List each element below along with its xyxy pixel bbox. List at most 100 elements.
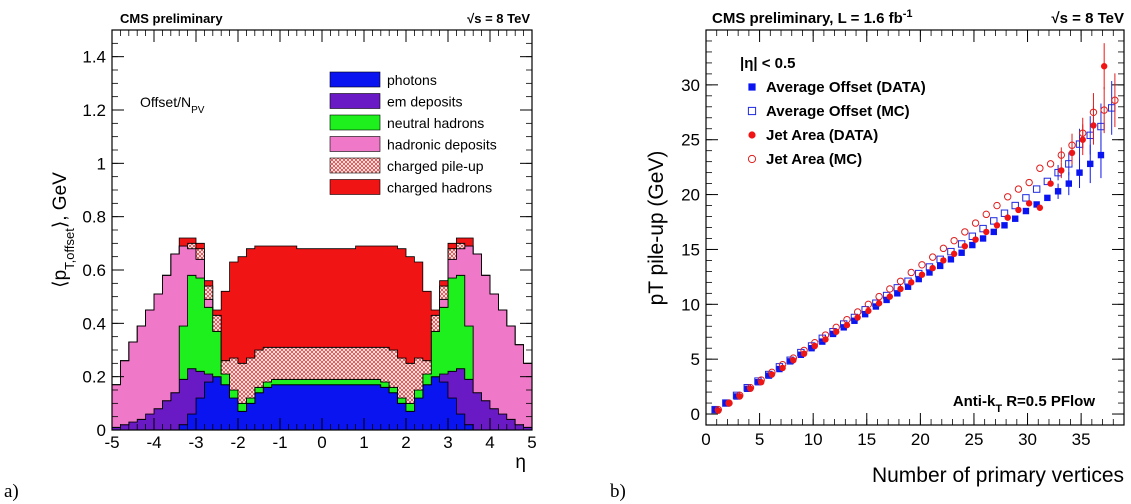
legend-swatch: [329, 71, 381, 88]
algo-label: Anti-kT R=0.5 PFlow: [953, 393, 1096, 415]
data-point: [1025, 200, 1033, 207]
legend-marker: [748, 131, 756, 139]
y-tick-label-b: 25: [681, 131, 700, 150]
x-tick-label-a: 4: [485, 433, 494, 452]
panel-tag-a: a): [4, 481, 19, 502]
data-point: [947, 256, 955, 263]
data-point: [972, 236, 979, 243]
legend-marker: [747, 154, 757, 164]
scatter-points: [711, 43, 1119, 414]
eta-cut-label: |η| < 0.5: [740, 55, 796, 72]
data-point: [832, 323, 840, 332]
x-tick-label-b: 35: [1072, 430, 1091, 449]
panel-b: 0 5 10 15 20 25 30 35 0 5 10 15 20 25 30 CMS prelimina…: [610, 8, 1125, 502]
panel-tag-b: b): [610, 481, 626, 502]
y-tick-label-a: 0: [97, 421, 106, 440]
data-point: [993, 201, 1001, 210]
data-point: [757, 376, 765, 384]
y-tick-label-a: 0.8: [82, 208, 106, 227]
data-point: [918, 261, 926, 269]
data-point: [808, 344, 815, 352]
data-point: [1022, 194, 1030, 202]
data-point: [1001, 222, 1008, 229]
data-point: [853, 308, 862, 316]
panel-a: -5 -4 -3 -2 -1 0 1 2 3 4 5 0 0.2 0.4 0.6 0.8 1 1.2 1.4 CMS…: [4, 11, 537, 502]
legend-label: Average Offset (DATA): [766, 79, 926, 96]
data-point: [979, 224, 987, 233]
data-point: [1015, 206, 1022, 214]
legend-swatch: [329, 114, 381, 131]
data-point: [940, 257, 947, 264]
x-tick-label-a: -2: [230, 433, 245, 452]
data-point: [1076, 169, 1083, 176]
legend-swatch: [329, 136, 381, 152]
legend-label: charged pile-up: [387, 158, 484, 174]
data-point: [1087, 160, 1094, 168]
data-point: [1047, 180, 1054, 187]
y-axis-label-a: ⟨pT,offset⟩, GeV: [50, 172, 77, 288]
axis-ticks-b: 0 5 10 15 20 25 30 35 0 5 10 15 20 25 30: [681, 29, 1125, 449]
data-point: [789, 354, 798, 362]
data-point: [894, 290, 901, 297]
legend-a: charged hadrons charged pile-up hadronic d…: [329, 71, 497, 196]
data-point: [864, 300, 873, 309]
area-charged-hadrons: [112, 237, 532, 386]
data-point: [746, 383, 755, 392]
legend-label: charged hadrons: [387, 180, 492, 196]
data-point: [958, 249, 965, 256]
header-right-b: √s = 8 TeV: [1051, 10, 1124, 27]
data-point: [1004, 214, 1011, 221]
data-point: [1065, 180, 1073, 187]
header-right-a: √s = 8 TeV: [467, 11, 530, 26]
x-tick-label-b: 20: [911, 430, 930, 449]
data-point: [886, 293, 894, 300]
data-point: [1044, 194, 1051, 202]
data-point: [936, 262, 944, 270]
legend-marker: [748, 83, 756, 91]
data-point: [926, 269, 933, 276]
x-tick-label-a: 2: [401, 433, 410, 452]
legend-label: em deposits: [387, 94, 462, 110]
legend-label: hadronic deposits: [387, 137, 497, 153]
legend-swatch: [329, 93, 381, 109]
data-point: [1057, 151, 1066, 159]
data-point: [843, 315, 851, 324]
legend-swatch: [329, 157, 381, 174]
data-point: [908, 279, 915, 286]
y-tick-label-a: 0.4: [82, 314, 106, 333]
data-point: [714, 405, 723, 414]
x-tick-label-a: -5: [104, 433, 119, 452]
data-point: [1100, 106, 1108, 114]
data-point: [883, 296, 890, 304]
data-point: [929, 264, 936, 272]
data-point: [1068, 141, 1076, 149]
y-tick-label-a: 1.2: [82, 101, 106, 120]
legend-b: Average Offset (DATA) Average Offset (MC)…: [747, 79, 926, 168]
data-point: [821, 331, 830, 339]
x-tick-label-b: 15: [857, 430, 876, 449]
data-point: [786, 358, 794, 365]
data-point: [1036, 164, 1044, 172]
data-point: [979, 235, 987, 242]
y-axis-label-b: pT pile-up (GeV): [645, 151, 668, 306]
y-tick-label-b: 10: [681, 295, 700, 314]
legend-swatch: [329, 179, 381, 195]
x-tick-label-b: 30: [1018, 430, 1037, 449]
data-point: [736, 391, 744, 400]
legend-label: Jet Area (MC): [766, 151, 862, 168]
y-tick-label-a: 1.4: [82, 48, 106, 67]
x-axis-label-b: Number of primary vertices: [872, 464, 1124, 487]
y-tick-label-b: 15: [681, 240, 700, 259]
data-point: [993, 222, 1001, 229]
data-point: [1000, 209, 1009, 217]
y-tick-label-a: 0.2: [82, 368, 106, 387]
x-tick-label-b: 10: [804, 430, 823, 449]
data-point: [768, 371, 776, 378]
data-point: [1058, 167, 1065, 174]
offset-annotation: Offset/NPV: [140, 94, 205, 116]
data-point: [1036, 204, 1044, 211]
data-point: [776, 365, 783, 373]
data-point: [861, 310, 869, 318]
data-point: [886, 285, 894, 293]
data-point: [778, 360, 787, 369]
